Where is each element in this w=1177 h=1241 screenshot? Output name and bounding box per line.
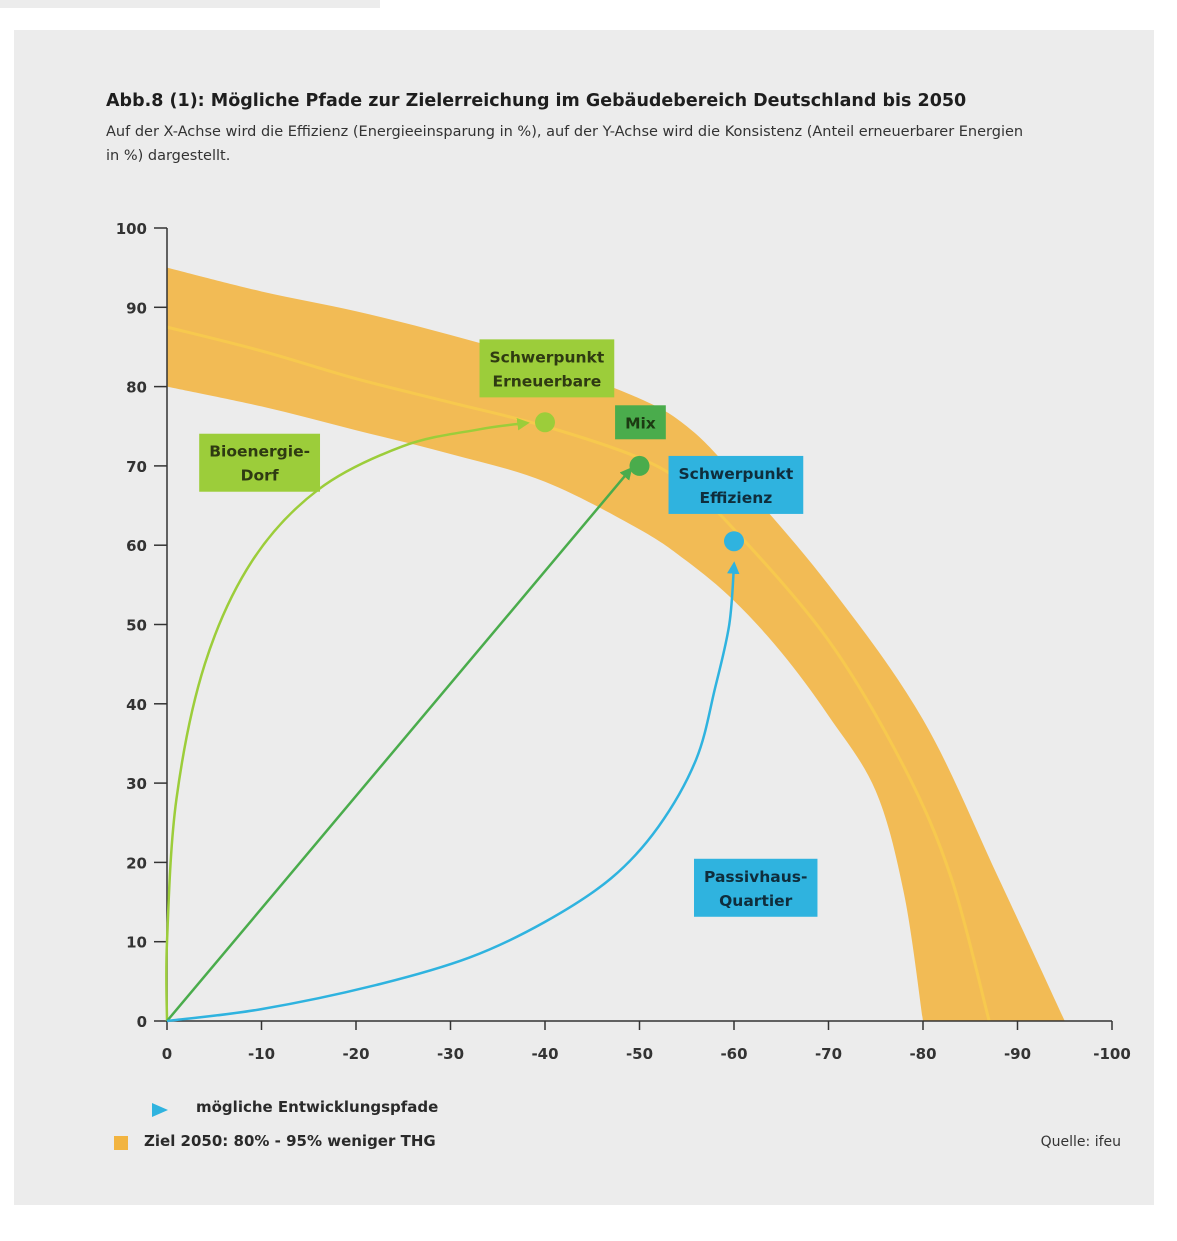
- figure-title: Abb.8 (1): Mögliche Pfade zur Zielerreic…: [106, 91, 967, 111]
- x-tick-label: 0: [162, 1045, 172, 1063]
- path-series-passivhaus-quartier: [166, 561, 740, 1023]
- legend-arrow-icon: [114, 1103, 168, 1117]
- annotation-label-passivhaus-quartier: Quartier: [719, 892, 793, 910]
- x-tick-label: -80: [909, 1045, 936, 1063]
- y-tick-label: 30: [126, 775, 147, 793]
- figure-subtitle: Auf der X-Achse wird die Effizienz (Ener…: [106, 124, 1024, 164]
- annotation-box-mix: [615, 405, 666, 440]
- y-tick-label: 20: [126, 854, 147, 872]
- source-note: Quelle: ifeu: [1040, 1134, 1121, 1150]
- y-tick-label: 40: [126, 696, 147, 714]
- y-tick-label: 50: [126, 617, 147, 635]
- x-tick-label: -20: [342, 1045, 369, 1063]
- annotation-label-schwerpunkt-erneuerbare: Schwerpunkt: [490, 348, 605, 366]
- annotation-box-schwerpunkt-effizienz: [668, 455, 804, 514]
- y-tick-label: 90: [126, 299, 147, 317]
- x-tick-label: -40: [531, 1045, 558, 1063]
- annotation-label-mix: Mix: [625, 414, 656, 432]
- legend-swatch-icon: [114, 1136, 128, 1150]
- annotation-box-schwerpunkt-erneuerbare: [479, 339, 615, 398]
- x-tick-label: -30: [437, 1045, 464, 1063]
- path-series-mix: [166, 466, 633, 1022]
- y-tick-label: 100: [116, 220, 147, 238]
- annotation-label-bioenergie-dorf: Dorf: [241, 467, 279, 485]
- annotation-box-passivhaus-quartier: [694, 858, 818, 917]
- marker-mix: [629, 455, 650, 476]
- x-tick-label: -60: [720, 1045, 747, 1063]
- x-tick-label: -50: [626, 1045, 653, 1063]
- legend-target-label: Ziel 2050: 80% - 95% weniger THG: [144, 1132, 436, 1150]
- y-tick-label: 70: [126, 458, 147, 476]
- annotation-label-bioenergie-dorf: Bioenergie-: [209, 443, 310, 461]
- annotation-label-passivhaus-quartier: Passivhaus-: [704, 868, 807, 886]
- y-tick-label: 0: [137, 1013, 147, 1031]
- annotation-box-bioenergie-dorf: [199, 433, 321, 492]
- x-tick-label: -100: [1093, 1045, 1131, 1063]
- x-tick-label: -70: [815, 1045, 842, 1063]
- marker-schwerpunkt-effizienz: [724, 531, 744, 552]
- page-top-edge: [0, 0, 380, 8]
- y-tick-label: 10: [126, 934, 147, 952]
- legend-paths-label: mögliche Entwicklungspfade: [196, 1098, 439, 1116]
- y-tick-label: 60: [126, 537, 147, 555]
- x-tick-label: -90: [1004, 1045, 1031, 1063]
- annotation-label-schwerpunkt-effizienz: Schwerpunkt: [679, 465, 794, 483]
- annotation-label-schwerpunkt-effizienz: Effizienz: [699, 489, 772, 507]
- path-series-bioenergie-dorf: [165, 418, 530, 1022]
- marker-schwerpunkt-erneuerbare: [535, 412, 555, 433]
- x-tick-label: -10: [248, 1045, 275, 1063]
- target-band: [167, 267, 1065, 1021]
- y-tick-label: 80: [126, 379, 147, 397]
- annotation-label-schwerpunkt-erneuerbare: Erneuerbare: [493, 372, 602, 390]
